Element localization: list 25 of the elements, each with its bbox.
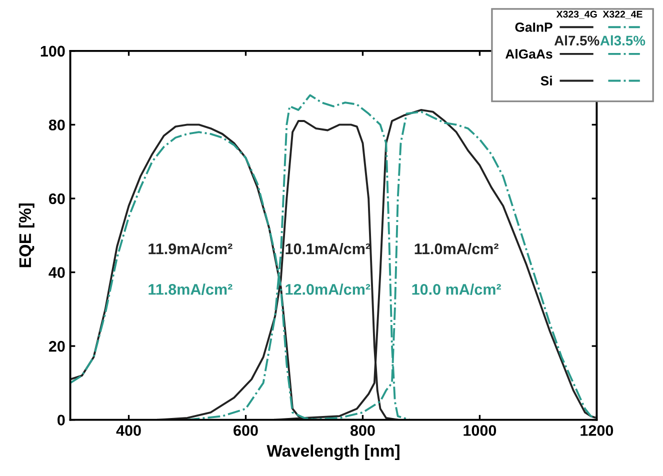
x-tick-label: 600 [234,425,258,436]
legend-label: Si [540,76,552,86]
annotation: 11.0mA/cm² [414,243,498,254]
y-tick-label: 60 [48,193,65,204]
annotation: 12.0mA/cm² [286,284,370,295]
text: X323_4G [556,10,597,19]
y-tick-label: 100 [40,46,65,57]
annotation: 11.9mA/cm² [148,243,232,254]
annotation: 11.8mA/cm² [148,284,232,295]
y-tick-label: 0 [58,414,65,426]
annotation: 10.0 mA/cm² [412,284,502,295]
x-tick-label: 1000 [464,425,496,436]
x-tick-label: 1200 [580,425,614,436]
legend-label: GaInP [515,22,552,32]
y-tick-label: 20 [48,340,65,352]
text: X322_4E [602,10,642,19]
y-tick-label: 40 [48,267,65,278]
x-tick-label: 800 [350,425,375,436]
y-tick-label: 80 [48,120,65,130]
text: Al3.5% [600,35,646,46]
text: Al7.5% [554,35,600,46]
y-axis-title: EQE [%] [18,203,34,268]
legend-label: AlGaAs [505,48,552,59]
x-tick-label: 400 [116,425,141,436]
x-axis-title: Wavelength [nm] [266,444,400,460]
